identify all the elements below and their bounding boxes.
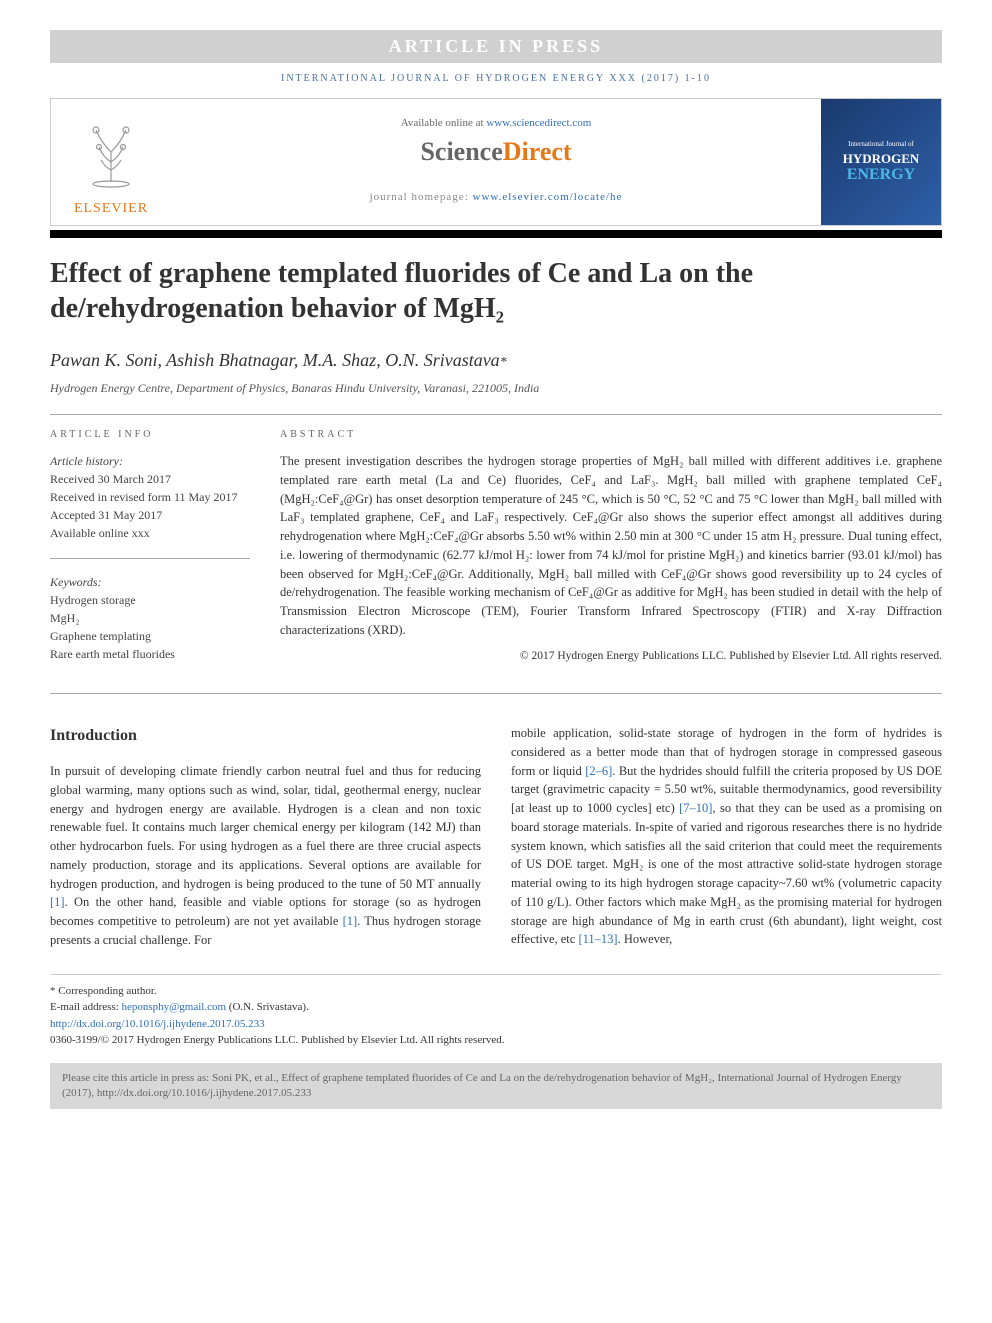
keyword: Hydrogen storage bbox=[50, 591, 250, 609]
keywords-label: Keywords: bbox=[50, 573, 250, 591]
elsevier-tree-icon bbox=[66, 107, 156, 197]
introduction-heading: Introduction bbox=[50, 724, 481, 748]
cover-subtitle: International Journal of bbox=[848, 140, 914, 148]
publisher-logo-area: ELSEVIER bbox=[51, 99, 171, 225]
available-online-text: Available online at www.sciencedirect.co… bbox=[181, 117, 811, 129]
article-title: Effect of graphene templated fluorides o… bbox=[50, 256, 942, 326]
issn-copyright: 0360-3199/© 2017 Hydrogen Energy Publica… bbox=[50, 1032, 942, 1049]
body-column-left: Introduction In pursuit of developing cl… bbox=[50, 724, 481, 950]
sciencedirect-link[interactable]: www.sciencedirect.com bbox=[486, 117, 591, 129]
citation-link[interactable]: [1] bbox=[343, 914, 358, 928]
received-date: Received 30 March 2017 bbox=[50, 470, 250, 488]
article-info-label: ARTICLE INFO bbox=[50, 429, 250, 440]
citation-link[interactable]: [11–13] bbox=[578, 932, 617, 946]
body-column-right: mobile application, solid-state storage … bbox=[511, 724, 942, 950]
black-divider-bar bbox=[50, 230, 942, 238]
elsevier-wordmark: ELSEVIER bbox=[74, 201, 148, 217]
accepted-date: Accepted 31 May 2017 bbox=[50, 506, 250, 524]
body-text: . However, bbox=[618, 932, 673, 946]
citation-link[interactable]: [7–10] bbox=[679, 801, 712, 815]
article-info-column: ARTICLE INFO Article history: Received 3… bbox=[50, 429, 250, 679]
body-text: , so that they can be used as a promisin… bbox=[511, 801, 942, 946]
intro-paragraph: In pursuit of developing climate friendl… bbox=[50, 762, 481, 950]
divider bbox=[50, 693, 942, 694]
homepage-label: journal homepage: bbox=[370, 191, 473, 203]
header-box: ELSEVIER Available online at www.science… bbox=[50, 98, 942, 226]
header-center: Available online at www.sciencedirect.co… bbox=[171, 99, 821, 225]
body-paragraph: mobile application, solid-state storage … bbox=[511, 724, 942, 949]
keyword: Graphene templating bbox=[50, 627, 250, 645]
footnotes: * Corresponding author. E-mail address: … bbox=[50, 974, 942, 1049]
doi-link[interactable]: http://dx.doi.org/10.1016/j.ijhydene.201… bbox=[50, 1018, 265, 1030]
author-names: Pawan K. Soni, Ashish Bhatnagar, M.A. Sh… bbox=[50, 350, 500, 370]
article-in-press-banner: ARTICLE IN PRESS bbox=[50, 30, 942, 63]
available-label: Available online at bbox=[401, 117, 487, 129]
abstract-copyright: © 2017 Hydrogen Energy Publications LLC.… bbox=[280, 650, 942, 662]
online-date: Available online xxx bbox=[50, 524, 250, 542]
abstract-column: ABSTRACT The present investigation descr… bbox=[280, 429, 942, 679]
email-line: E-mail address: heponsphy@gmail.com (O.N… bbox=[50, 999, 942, 1016]
journal-cover-thumbnail: International Journal of HYDROGEN ENERGY bbox=[821, 99, 941, 225]
revised-date: Received in revised form 11 May 2017 bbox=[50, 488, 250, 506]
citation-link[interactable]: [1] bbox=[50, 895, 65, 909]
keyword: MgH₂ bbox=[50, 609, 250, 627]
affiliation: Hydrogen Energy Centre, Department of Ph… bbox=[50, 381, 942, 396]
homepage-link[interactable]: www.elsevier.com/locate/he bbox=[473, 191, 623, 203]
citation-box: Please cite this article in press as: So… bbox=[50, 1063, 942, 1110]
cover-energy: ENERGY bbox=[843, 166, 920, 184]
journal-reference: INTERNATIONAL JOURNAL OF HYDROGEN ENERGY… bbox=[50, 73, 942, 84]
divider bbox=[50, 414, 942, 415]
body-columns: Introduction In pursuit of developing cl… bbox=[50, 724, 942, 950]
corresponding-mark: * bbox=[500, 355, 507, 370]
cover-hydrogen: HYDROGEN bbox=[843, 152, 920, 166]
body-text: In pursuit of developing climate friendl… bbox=[50, 764, 481, 891]
sd-direct: Direct bbox=[503, 137, 572, 166]
corresponding-author-note: * Corresponding author. bbox=[50, 983, 942, 1000]
history-label: Article history: bbox=[50, 452, 250, 470]
citation-link[interactable]: [2–6] bbox=[585, 764, 612, 778]
abstract-label: ABSTRACT bbox=[280, 429, 942, 440]
email-author: (O.N. Srivastava). bbox=[226, 1001, 309, 1013]
divider bbox=[50, 558, 250, 559]
email-label: E-mail address: bbox=[50, 1001, 121, 1013]
abstract-text: The present investigation describes the … bbox=[280, 452, 942, 640]
journal-homepage: journal homepage: www.elsevier.com/locat… bbox=[181, 191, 811, 203]
sciencedirect-logo: ScienceDirect bbox=[181, 137, 811, 167]
email-link[interactable]: heponsphy@gmail.com bbox=[121, 1001, 226, 1013]
sd-science: Science bbox=[420, 137, 502, 166]
authors-line: Pawan K. Soni, Ashish Bhatnagar, M.A. Sh… bbox=[50, 350, 942, 371]
keyword: Rare earth metal fluorides bbox=[50, 645, 250, 663]
